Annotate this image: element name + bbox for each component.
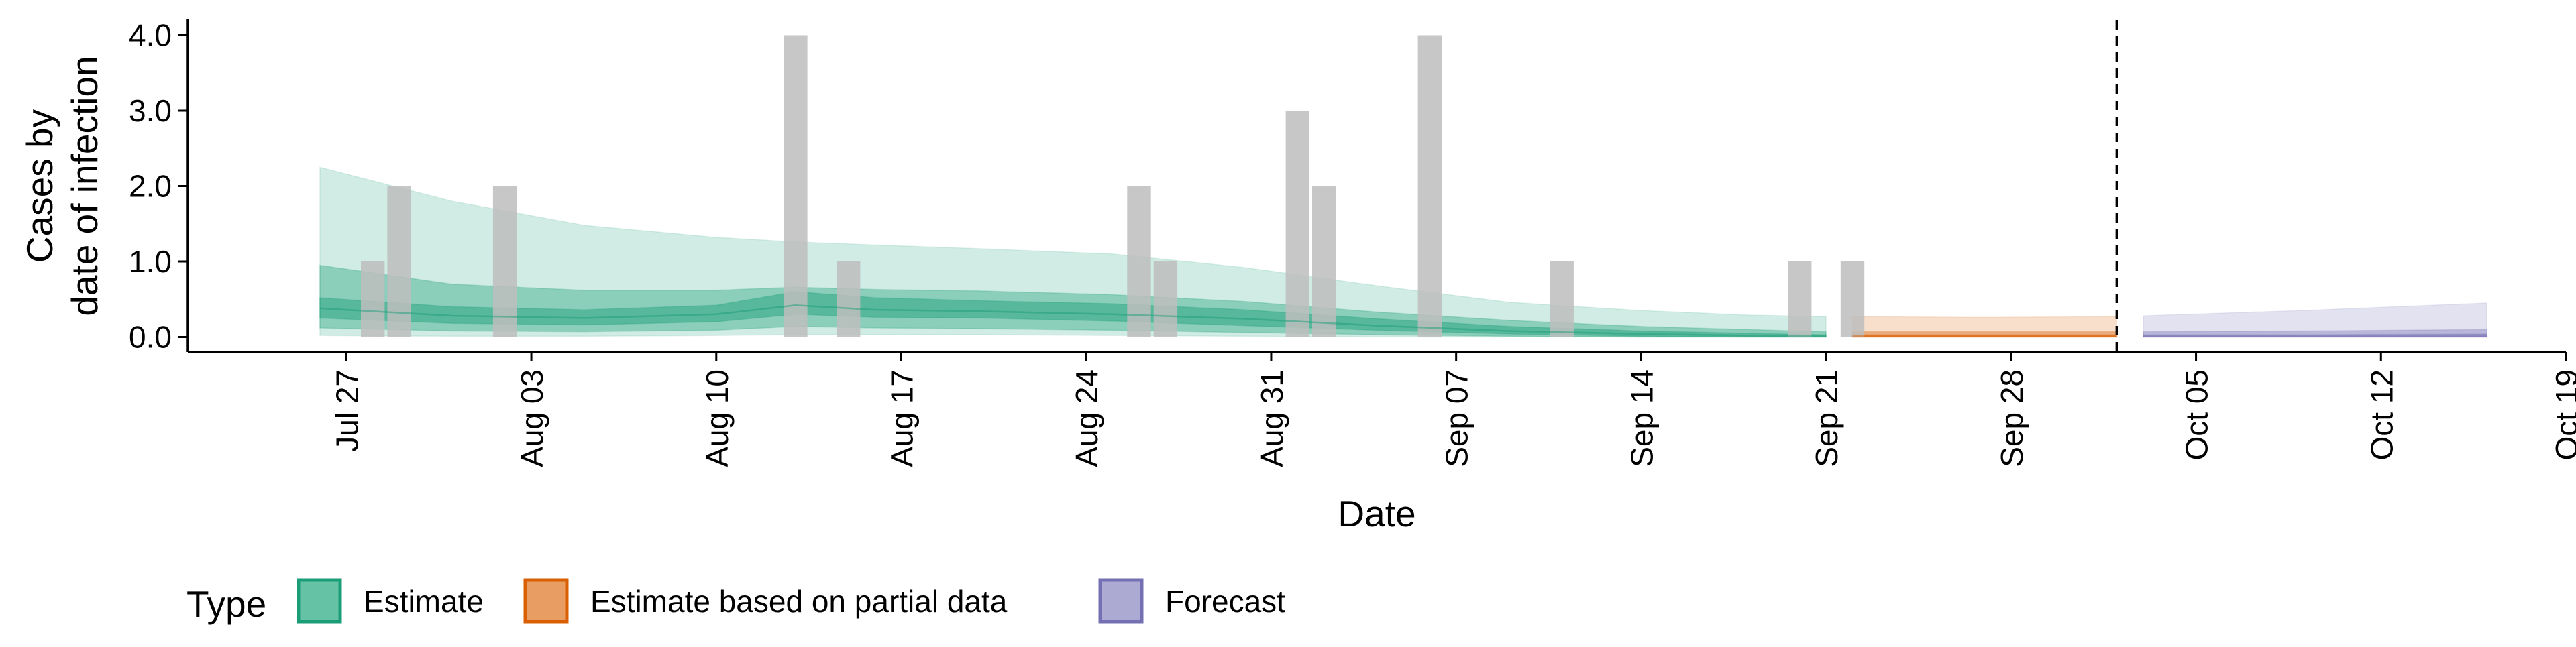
- legend-label: Forecast: [1165, 584, 1285, 619]
- x-tick-label: Sep 07: [1440, 369, 1474, 467]
- x-tick-label: Aug 17: [885, 369, 920, 467]
- axes-layer: 0.0 1.0 2.0 3.0 4.0 Jul 27 Aug 03 Aug 10 Aug 17 A…: [19, 18, 2576, 535]
- estimate-band-90: [319, 166, 1827, 338]
- x-tick-label: Aug 10: [700, 369, 735, 467]
- legend-key-estimate-based-on-partial-data: [523, 578, 569, 624]
- x-axis-title: Date: [1338, 493, 1415, 534]
- observed-case-bar: [492, 186, 517, 337]
- legend-key-forecast: [1098, 578, 1144, 624]
- observed-case-bar: [1550, 261, 1574, 337]
- y-axis-title-line-1: Cases by: [19, 109, 60, 263]
- x-tick-label: Oct 12: [2364, 369, 2399, 461]
- observed-case-bar: [361, 261, 385, 337]
- x-tick-label: Sep 21: [1809, 369, 1844, 467]
- observed-case-bar: [1417, 35, 1442, 337]
- x-tick-label: Oct 05: [2180, 369, 2214, 461]
- y-axis-title-line-2: date of infection: [64, 56, 105, 316]
- x-tick-label: Sep 28: [1994, 369, 2029, 467]
- observed-case-bar: [1153, 261, 1178, 337]
- x-tick-label: Aug 24: [1069, 369, 1104, 467]
- observed-case-bar: [387, 186, 411, 337]
- observed-case-bar: [784, 35, 808, 337]
- x-tick-label: Oct 19: [2549, 369, 2576, 461]
- y-tick-label: 4.0: [129, 18, 172, 53]
- legend-title: Type: [186, 583, 266, 625]
- y-tick-label: 0.0: [129, 320, 172, 355]
- observed-case-bar: [1840, 261, 1865, 337]
- legend: Type Estimate Estimate based on partial da…: [186, 578, 1285, 625]
- legend-key-estimate: [297, 578, 342, 624]
- x-tick-label: Aug 31: [1254, 369, 1289, 467]
- x-tick-label: Sep 14: [1624, 369, 1659, 467]
- median-lines-layer: [319, 304, 2487, 337]
- estimate-bands-layer: [319, 166, 2487, 338]
- y-tick-label: 1.0: [129, 244, 172, 279]
- observed-case-bar: [837, 261, 861, 337]
- legend-label: Estimate based on partial data: [590, 584, 1008, 619]
- observed-case-bar: [1788, 261, 1812, 337]
- x-tick-label: Jul 27: [329, 369, 364, 452]
- y-tick-label: 2.0: [129, 169, 172, 204]
- observed-case-bar: [1127, 186, 1151, 337]
- y-tick-label: 3.0: [129, 93, 172, 128]
- estimate-median-line: [319, 304, 1827, 337]
- legend-label: Estimate: [364, 584, 484, 619]
- observed-case-bar: [1312, 186, 1336, 337]
- observed-case-bar: [1285, 111, 1309, 337]
- x-tick-label: Aug 03: [515, 369, 549, 467]
